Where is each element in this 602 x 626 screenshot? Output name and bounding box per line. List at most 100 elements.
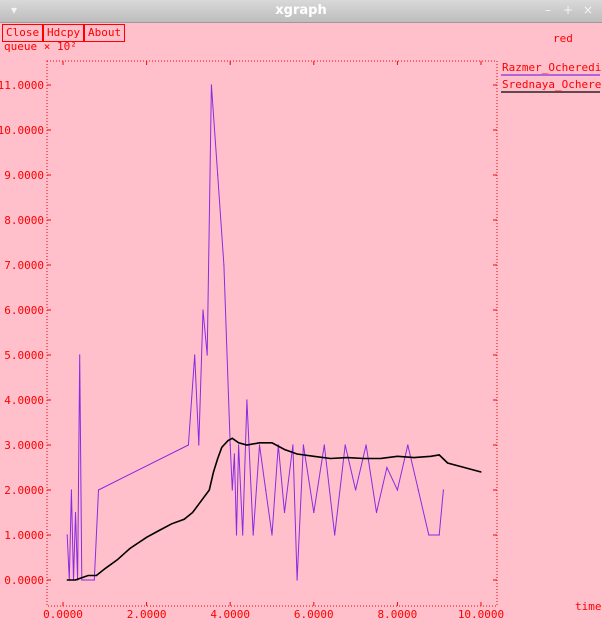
data-point [296,579,298,581]
data-point [83,579,85,581]
data-point [428,534,430,536]
data-point [355,489,357,491]
data-point [313,511,315,514]
data-point [365,444,367,446]
data-point [93,579,95,581]
data-point [217,457,219,460]
data-point [363,457,365,460]
data-point [183,518,185,520]
data-point [116,559,118,561]
data-point [271,534,273,536]
window-title: xgraph [275,3,327,18]
x-tick-label: 2.0000 [127,608,167,621]
data-point [417,489,419,491]
data-point [74,511,77,514]
data-point [329,457,332,460]
data-point [79,354,81,356]
data-point [323,444,325,446]
minimize-icon[interactable]: – [545,3,551,17]
y-tick-label: 1.0000 [4,529,44,542]
data-point [66,579,68,581]
data-point [480,471,482,473]
mode-label: red [553,32,573,45]
data-point [229,444,231,446]
data-point [202,309,204,311]
window-titlebar: ▾ xgraph – + × [0,0,602,23]
data-point [95,574,97,577]
x-tick-label: 4.0000 [210,608,250,621]
data-point [198,444,200,446]
data-point [430,455,432,457]
data-point [70,489,72,491]
data-point [258,442,261,444]
data-point [463,466,465,469]
y-tick-label: 11.0000 [0,79,44,92]
data-point [146,536,148,538]
data-point [81,579,83,581]
data-point [413,457,415,459]
data-point [296,453,298,455]
y-tick-label: 0.0000 [4,574,44,587]
data-point [396,455,398,457]
hdcpy-button[interactable]: Hdcpy [43,24,85,42]
data-point [231,437,233,439]
data-point [87,574,89,577]
data-point [375,511,378,514]
data-point [158,529,160,532]
data-point [238,442,240,444]
data-point [97,489,100,491]
data-point [187,444,189,446]
data-point [227,439,229,442]
x-tick-label: 8.0000 [378,608,418,621]
data-point [438,534,440,536]
data-point [221,446,223,448]
data-point [346,457,348,459]
data-point [171,523,173,525]
data-point [258,444,261,446]
legend-label-2: Srednaya_Ochered [502,78,602,91]
data-point [313,455,315,457]
data-point [407,444,409,446]
data-point [74,579,77,581]
data-point [66,534,68,536]
about-button[interactable]: About [84,24,126,42]
series-line-1 [66,84,444,581]
y-axis-label: queue × 10² [4,40,77,53]
data-point [386,466,388,469]
data-point [292,444,294,446]
data-point [252,534,254,536]
y-tick-label: 8.0000 [4,214,44,227]
data-point [231,489,233,491]
maximize-icon[interactable]: + [562,3,574,17]
data-point [283,511,286,514]
y-tick-label: 7.0000 [4,259,44,272]
y-tick-label: 5.0000 [4,349,44,362]
data-point [210,84,212,86]
data-point [104,568,106,570]
data-point [235,534,238,536]
data-point [334,534,336,536]
data-point [206,354,208,356]
x-tick-label: 0.0000 [43,608,83,621]
close-window-icon[interactable]: × [582,3,594,17]
data-point [194,354,196,356]
data-point [438,454,440,456]
legend-label-1: Razmer_Ocheredi [502,61,601,74]
data-point [246,444,248,446]
close-button[interactable]: Close [2,24,44,42]
data-point [271,442,273,444]
data-point [380,457,382,460]
data-point [246,399,248,401]
x-axis-label: time [575,600,602,613]
window-menu-icon[interactable]: ▾ [10,3,18,17]
data-point [265,489,267,491]
data-point [242,534,244,536]
data-point [223,264,225,266]
data-point [129,547,131,550]
data-point [396,489,398,491]
data-point [442,489,444,491]
y-tick-label: 10.0000 [0,124,44,137]
data-point [81,577,83,579]
y-tick-label: 2.0000 [4,484,44,497]
